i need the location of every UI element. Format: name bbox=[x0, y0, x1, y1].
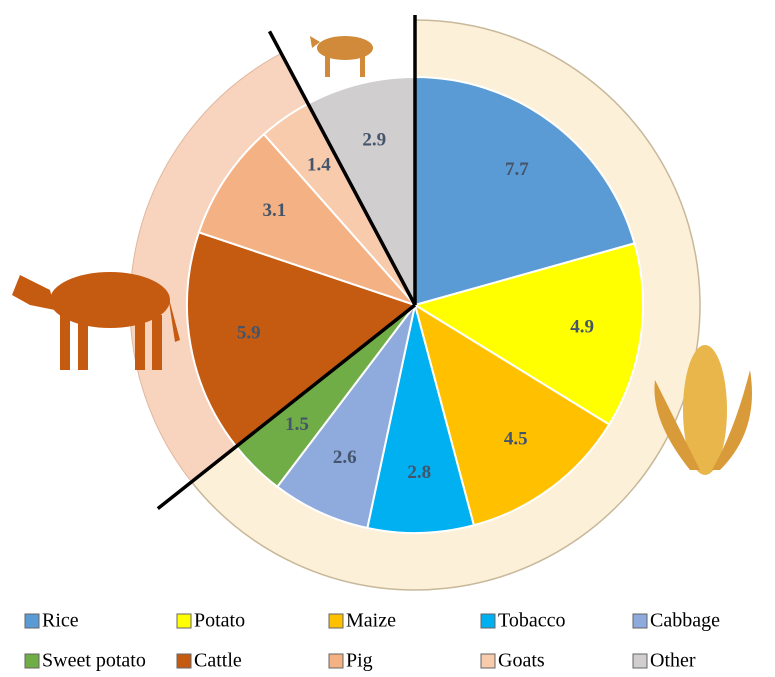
legend-label: Tobacco bbox=[498, 610, 565, 632]
legend-label: Other bbox=[650, 650, 696, 672]
legend-swatch bbox=[177, 654, 191, 668]
data-label: 3.1 bbox=[262, 200, 286, 221]
data-label: 7.7 bbox=[505, 159, 529, 180]
legend-label: Pig bbox=[346, 650, 373, 672]
legend-label: Sweet potato bbox=[42, 650, 146, 672]
data-label: 1.5 bbox=[285, 414, 309, 435]
legend-label: Rice bbox=[42, 610, 79, 632]
cow-icon bbox=[12, 272, 180, 370]
legend-swatch bbox=[25, 654, 39, 668]
legend-swatch bbox=[25, 614, 39, 628]
legend-swatch bbox=[633, 654, 647, 668]
data-label: 4.5 bbox=[504, 429, 528, 450]
legend-swatch bbox=[329, 654, 343, 668]
legend-label: Goats bbox=[498, 650, 545, 672]
legend-label: Potato bbox=[194, 610, 245, 632]
legend-swatch bbox=[329, 614, 343, 628]
data-label: 2.8 bbox=[407, 462, 431, 483]
legend-label: Cattle bbox=[194, 650, 242, 672]
data-label: 4.9 bbox=[570, 317, 594, 338]
legend-swatch bbox=[481, 654, 495, 668]
small-cow-icon bbox=[310, 36, 373, 77]
chart: 7.7 4.9 4.5 2.8 2.6 1.5 5.9 3.1 1.4 2.9 Rice Potat… bbox=[0, 0, 775, 677]
data-label: 2.9 bbox=[362, 130, 386, 151]
legend: Rice Potato Maize Tobacco Cabbage Sweet potat… bbox=[25, 610, 720, 672]
legend-swatch bbox=[633, 614, 647, 628]
legend-swatch bbox=[177, 614, 191, 628]
data-label: 2.6 bbox=[333, 447, 357, 468]
data-label: 5.9 bbox=[237, 322, 261, 343]
legend-label: Cabbage bbox=[650, 610, 720, 632]
page: {"chart_data": {"type": "pie", "categori… bbox=[0, 0, 775, 677]
data-label: 1.4 bbox=[307, 155, 331, 176]
legend-label: Maize bbox=[346, 610, 396, 632]
legend-swatch bbox=[481, 614, 495, 628]
